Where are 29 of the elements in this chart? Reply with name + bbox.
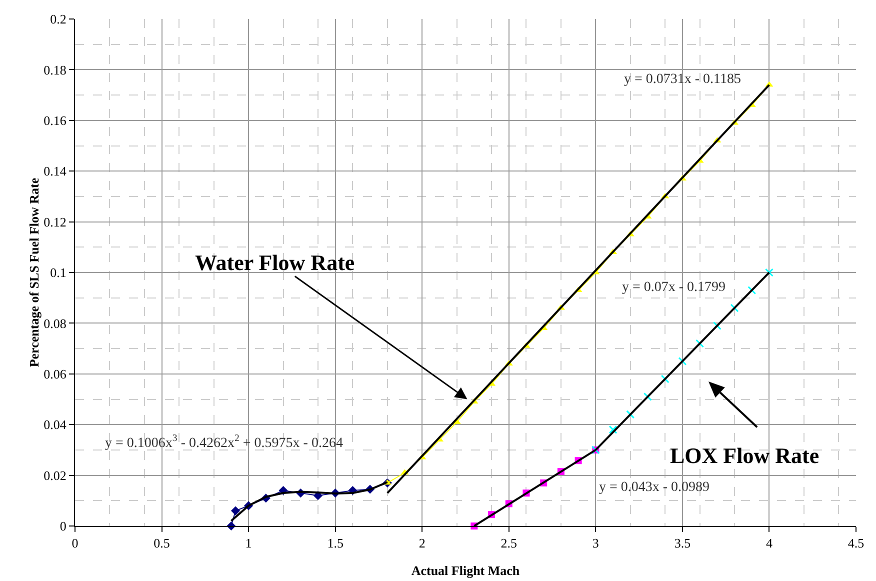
x-tick-label: 4: [766, 536, 773, 551]
y-tick-label: 0.18: [44, 62, 66, 78]
annotation: y = 0.07x - 0.1799: [622, 280, 726, 295]
y-tick-label: 0.2: [50, 12, 66, 27]
annotation: LOX Flow Rate: [670, 443, 820, 468]
y-tick-label: 0.12: [44, 214, 66, 230]
x-tick-label: 3: [592, 536, 599, 551]
annotation: Water Flow Rate: [195, 250, 355, 275]
annotation: y = 0.1006x$^{3}$ - 0.4262x$^{2}$ + 0.5975x - 0.264: [105, 433, 343, 451]
y-tick-label: 0.1: [50, 265, 66, 280]
x-tick-label: 3.5: [674, 536, 691, 551]
x-tick-label: 2.5: [500, 536, 518, 551]
y-tick-label: 0.08: [44, 316, 66, 331]
annotation: y = 0.0731x - 0.1185: [624, 72, 742, 87]
y-tick-label: 0.04: [44, 417, 67, 432]
x-tick-label: 4.5: [848, 536, 864, 551]
x-tick-label: 1.5: [327, 536, 344, 551]
y-tick-label: 0.06: [44, 366, 67, 382]
x-axis-title: Actual Flight Mach: [411, 563, 520, 578]
y-tick-label: 0.14: [44, 164, 67, 179]
y-axis-title: Percentage of SLS Fuel Flow Rate: [26, 178, 42, 368]
x-tick-label: 1: [245, 536, 252, 551]
x-tick-label: 0.5: [154, 536, 170, 551]
y-tick-label: 0.16: [44, 112, 67, 128]
y-tick-label: 0.02: [44, 468, 66, 483]
x-tick-label: 2: [418, 536, 426, 551]
y-tick-label: 0: [60, 518, 66, 534]
annotation: y = 0.043x - 0.0989: [599, 480, 710, 495]
x-tick-label: 0: [72, 536, 78, 551]
